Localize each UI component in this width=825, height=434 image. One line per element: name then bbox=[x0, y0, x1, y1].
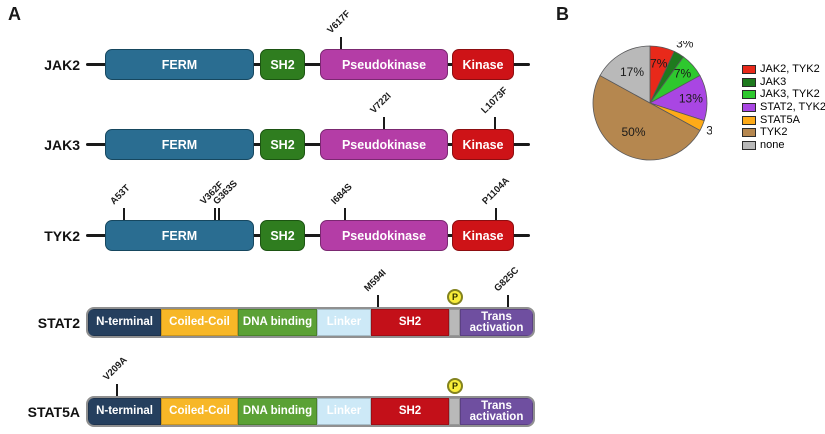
legend-item: TYK2 bbox=[742, 126, 825, 139]
legend-label: STAT5A bbox=[760, 113, 800, 126]
stat-bar: N-terminal Coiled-Coil DNA binding Linke… bbox=[86, 307, 535, 338]
mutation-tick bbox=[495, 208, 497, 220]
legend-swatch bbox=[742, 140, 756, 150]
mutation-label-p1104a: P1104A bbox=[480, 175, 512, 207]
protein-name-label: STAT5A bbox=[27, 404, 80, 420]
legend-swatch bbox=[742, 90, 756, 100]
legend-label: JAK2, TYK2 bbox=[760, 62, 820, 75]
domain-pseudokinase: Pseudokinase bbox=[320, 129, 448, 160]
segment-sh2: SH2 bbox=[371, 309, 449, 336]
domain-kinase: Kinase bbox=[452, 49, 514, 80]
mutation-label-l1073f: L1073F bbox=[479, 85, 511, 116]
pie-slice-value-label: 3% bbox=[676, 41, 694, 50]
domain-sh2: SH2 bbox=[260, 129, 305, 160]
mutation-label-v617f: V617F bbox=[325, 8, 353, 36]
legend-label: none bbox=[760, 138, 785, 151]
mutation-tick bbox=[494, 117, 496, 129]
domain-ferm: FERM bbox=[105, 220, 254, 251]
domain-sh2: SH2 bbox=[260, 49, 305, 80]
mutation-tick bbox=[344, 208, 346, 220]
domain-sh2: SH2 bbox=[260, 220, 305, 251]
legend-swatch bbox=[742, 64, 756, 74]
segment-linker: Linker bbox=[317, 309, 371, 336]
mutation-label-g825c: G825C bbox=[492, 264, 522, 294]
protein-backbone bbox=[86, 63, 530, 66]
legend: JAK2, TYK2 JAK3 JAK3, TYK2 STAT2, TYK2 STAT5… bbox=[742, 63, 825, 152]
legend-swatch bbox=[742, 102, 756, 112]
protein-name-label: TYK2 bbox=[44, 228, 80, 244]
legend-label: JAK3, TYK2 bbox=[760, 88, 820, 101]
pie-slice-value-label: 13% bbox=[679, 91, 703, 105]
pie-slice-value-label: 50% bbox=[621, 125, 645, 139]
legend-label: JAK3 bbox=[760, 75, 787, 88]
segment-trans-activation: Trans activation bbox=[460, 398, 533, 425]
mutation-label-i684s: I684S bbox=[329, 181, 355, 207]
protein-name-label: JAK2 bbox=[44, 57, 80, 73]
mutation-label-v722i: V722I bbox=[368, 90, 394, 116]
segment-dna-binding: DNA binding bbox=[238, 309, 317, 336]
mutation-tick bbox=[214, 208, 216, 220]
pie-slice bbox=[592, 74, 701, 161]
mutation-label-m594i: M594I bbox=[362, 267, 389, 294]
protein-name-label: JAK3 bbox=[44, 137, 80, 153]
protein-backbone bbox=[86, 143, 530, 146]
domain-kinase: Kinase bbox=[452, 220, 514, 251]
panel-a-label: A bbox=[8, 4, 21, 24]
phospho-badge: P bbox=[447, 289, 463, 305]
pie-slice-value-label: 7% bbox=[650, 56, 668, 70]
domain-ferm: FERM bbox=[105, 49, 254, 80]
mutation-tick bbox=[218, 208, 220, 220]
legend-item: STAT2, TYK2 bbox=[742, 101, 825, 114]
legend-item: none bbox=[742, 139, 825, 152]
segment-linker: Linker bbox=[317, 398, 371, 425]
pie-slice-value-label: 3% bbox=[706, 123, 712, 137]
legend-item: JAK2, TYK2 bbox=[742, 63, 825, 76]
phospho-badge: P bbox=[447, 378, 463, 394]
mutation-tick bbox=[116, 384, 118, 396]
pie-chart: 7% 3% 7% 13% 3% 50% 17% bbox=[592, 41, 712, 161]
segment-n-terminal: N-terminal bbox=[88, 398, 161, 425]
mutation-label-a53t: A53T bbox=[108, 182, 133, 207]
protein-backbone bbox=[86, 234, 530, 237]
domain-ferm: FERM bbox=[105, 129, 254, 160]
protein-name-label: STAT2 bbox=[37, 315, 80, 331]
domain-pseudokinase: Pseudokinase bbox=[320, 49, 448, 80]
segment-n-terminal: N-terminal bbox=[88, 309, 161, 336]
domain-pseudokinase: Pseudokinase bbox=[320, 220, 448, 251]
stat-bar: N-terminal Coiled-Coil DNA binding Linke… bbox=[86, 396, 535, 427]
legend-label: STAT2, TYK2 bbox=[760, 100, 825, 113]
mutation-tick bbox=[123, 208, 125, 220]
panel-b-label: B bbox=[556, 4, 569, 24]
segment-trans-activation: Trans activation bbox=[460, 309, 533, 336]
segment-phospho-linker bbox=[449, 309, 460, 336]
legend-swatch bbox=[742, 115, 756, 125]
mutation-tick bbox=[340, 37, 342, 49]
segment-sh2: SH2 bbox=[371, 398, 449, 425]
pie-slice-value-label: 7% bbox=[674, 67, 692, 81]
legend-item: JAK3, TYK2 bbox=[742, 88, 825, 101]
legend-label: TYK2 bbox=[760, 126, 788, 139]
mutation-tick bbox=[507, 295, 509, 307]
legend-item: JAK3 bbox=[742, 76, 825, 89]
legend-item: STAT5A bbox=[742, 114, 825, 127]
legend-swatch bbox=[742, 77, 756, 87]
segment-phospho-linker bbox=[449, 398, 460, 425]
segment-coiled-coil: Coiled-Coil bbox=[161, 309, 238, 336]
domain-kinase: Kinase bbox=[452, 129, 514, 160]
segment-coiled-coil: Coiled-Coil bbox=[161, 398, 238, 425]
segment-dna-binding: DNA binding bbox=[238, 398, 317, 425]
mutation-label-v209a: V209A bbox=[101, 354, 130, 383]
legend-swatch bbox=[742, 128, 756, 138]
mutation-tick bbox=[377, 295, 379, 307]
pie-slice bbox=[599, 45, 651, 104]
pie-slice-value-label: 17% bbox=[620, 65, 644, 79]
mutation-tick bbox=[383, 117, 385, 129]
